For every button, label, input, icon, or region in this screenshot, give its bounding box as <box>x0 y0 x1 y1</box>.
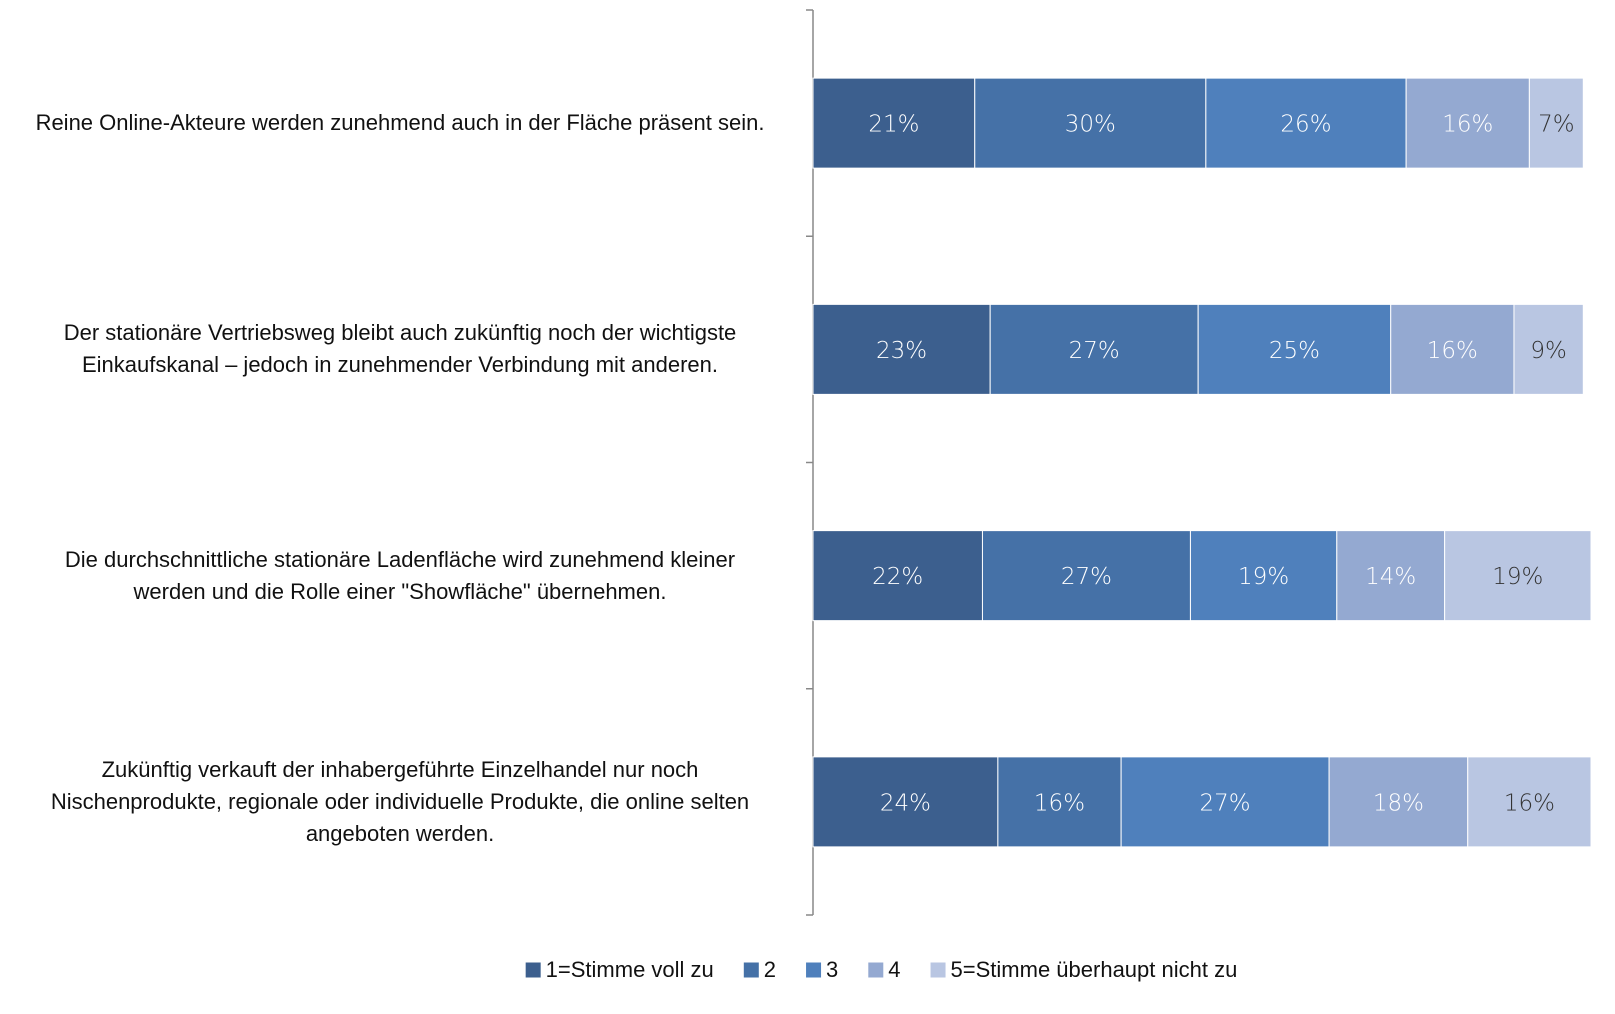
legend-swatch <box>743 962 759 978</box>
legend-swatch <box>806 962 822 978</box>
value-label: 27% <box>1069 338 1120 364</box>
value-label: 24% <box>880 790 931 816</box>
legend-label: 1=Stimme voll zu <box>546 957 714 982</box>
value-label: 7% <box>1538 112 1575 138</box>
legend-label: 5=Stimme überhaupt nicht zu <box>951 957 1238 982</box>
category-label: Reine Online-Akteure werden zunehmend au… <box>35 110 765 136</box>
bar-segment <box>1336 530 1446 622</box>
value-label: 25% <box>1269 338 1320 364</box>
bar-segment <box>1528 77 1584 169</box>
legend-swatch <box>868 962 884 978</box>
bar-segment <box>812 303 991 395</box>
value-label: 18% <box>1373 790 1424 816</box>
bar-segment <box>981 530 1191 622</box>
category-label: Zukünftig verkauft der inhabergeführte E… <box>50 756 750 846</box>
category-label: Der stationäre Vertriebsweg bleibt auch … <box>63 320 737 378</box>
bar-segment <box>812 77 976 169</box>
bar-segment <box>1444 530 1592 622</box>
value-label: 22% <box>872 564 923 590</box>
category-label: Die durchschnittliche stationäre Ladenfl… <box>64 546 736 604</box>
legend-label: 2 <box>764 957 776 982</box>
value-label: 23% <box>876 338 927 364</box>
value-label: 27% <box>1200 790 1251 816</box>
legend-swatch <box>525 962 541 978</box>
value-label: 26% <box>1280 112 1331 138</box>
bar-segment <box>1513 303 1584 395</box>
value-label: 16% <box>1442 112 1493 138</box>
bar-segment <box>1205 77 1407 169</box>
bar-segment <box>1197 303 1392 395</box>
value-label: 16% <box>1504 790 1555 816</box>
bar-segment <box>997 756 1122 848</box>
legend-label: 4 <box>888 957 900 982</box>
bar-segment <box>812 530 983 622</box>
bar-segment <box>989 303 1199 395</box>
value-label: 30% <box>1065 112 1116 138</box>
value-label: 27% <box>1061 564 1112 590</box>
bar-segment <box>1120 756 1330 848</box>
value-label: 16% <box>1427 338 1478 364</box>
bar-segment <box>1405 77 1530 169</box>
legend-label: 3 <box>826 957 838 982</box>
bar-segment <box>1467 756 1592 848</box>
value-label: 21% <box>868 112 919 138</box>
legend-swatch <box>930 962 946 978</box>
value-label: 19% <box>1238 564 1289 590</box>
value-label: 19% <box>1492 564 1543 590</box>
value-label: 9% <box>1530 338 1567 364</box>
value-label: 14% <box>1365 564 1416 590</box>
value-label: 16% <box>1034 790 1085 816</box>
bar-segment <box>1189 530 1338 622</box>
bar-segment <box>1390 303 1515 395</box>
